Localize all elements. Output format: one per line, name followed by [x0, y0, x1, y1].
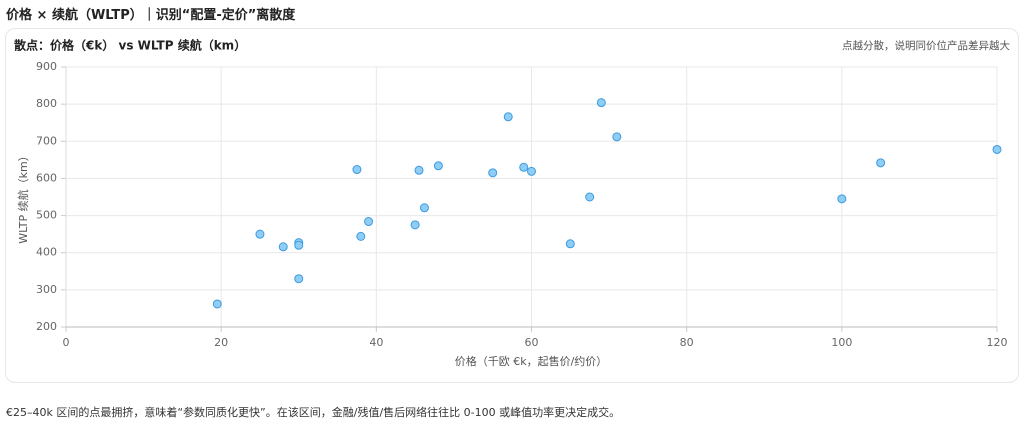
x-tick-label: 0: [63, 336, 70, 349]
scatter-point: [352, 165, 362, 175]
scatter-point: [992, 144, 1002, 154]
chart-title: 散点：价格（€k） vs WLTP 续航（km）: [14, 38, 246, 53]
scatter-point: [876, 158, 886, 168]
y-tick-label: 300: [36, 283, 57, 296]
scatter-point: [433, 161, 443, 171]
x-tick-label: 80: [680, 336, 694, 349]
x-tick-label: 100: [831, 336, 852, 349]
scatter-point: [364, 217, 374, 227]
scatter-point: [519, 162, 529, 172]
y-tick-label: 900: [36, 60, 57, 73]
scatter-point: [503, 112, 513, 122]
chart-card: [5, 28, 1019, 383]
scatter-point: [596, 98, 606, 108]
x-tick-label: 120: [987, 336, 1008, 349]
chart-note: 点越分散，说明同价位产品差异越大: [842, 39, 1010, 52]
scatter-point: [565, 239, 575, 249]
scatter-point: [414, 165, 424, 175]
scatter-point: [837, 194, 847, 204]
y-tick-label: 400: [36, 246, 57, 259]
scatter-point: [410, 220, 420, 230]
scatter-point: [212, 299, 222, 309]
scatter-point: [612, 132, 622, 142]
y-tick-label: 600: [36, 171, 57, 184]
footer-note: €25–40k 区间的点最拥挤，意味着“参数同质化更快”。在该区间，金融/残值/…: [6, 406, 621, 419]
scatter-point: [255, 229, 265, 239]
y-tick-label: 700: [36, 134, 57, 147]
scatter-point: [294, 274, 304, 284]
x-tick-label: 60: [525, 336, 539, 349]
page-title: 价格 × 续航（WLTP）｜识别“配置-定价”离散度: [6, 8, 296, 23]
chart: 散点：价格（€k） vs WLTP 续航（km） 点越分散，说明同价位产品差异越…: [14, 38, 1010, 369]
scatter-point: [527, 166, 536, 176]
y-tick-label: 800: [36, 97, 57, 110]
scatter-point: [294, 240, 304, 250]
scatter-point: [278, 242, 288, 252]
scatter-point: [356, 231, 366, 241]
scatter-point: [488, 168, 498, 178]
scatter-point: [419, 203, 429, 213]
scatter-point: [585, 192, 595, 202]
x-tick-label: 20: [214, 336, 228, 349]
y-tick-label: 200: [36, 320, 57, 333]
x-tick-label: 40: [369, 336, 383, 349]
y-axis-title: WLTP 续航（km）: [16, 150, 30, 243]
x-axis-title: 价格（千欧 €k，起售价/约价）: [455, 354, 608, 368]
y-tick-label: 500: [36, 209, 57, 222]
